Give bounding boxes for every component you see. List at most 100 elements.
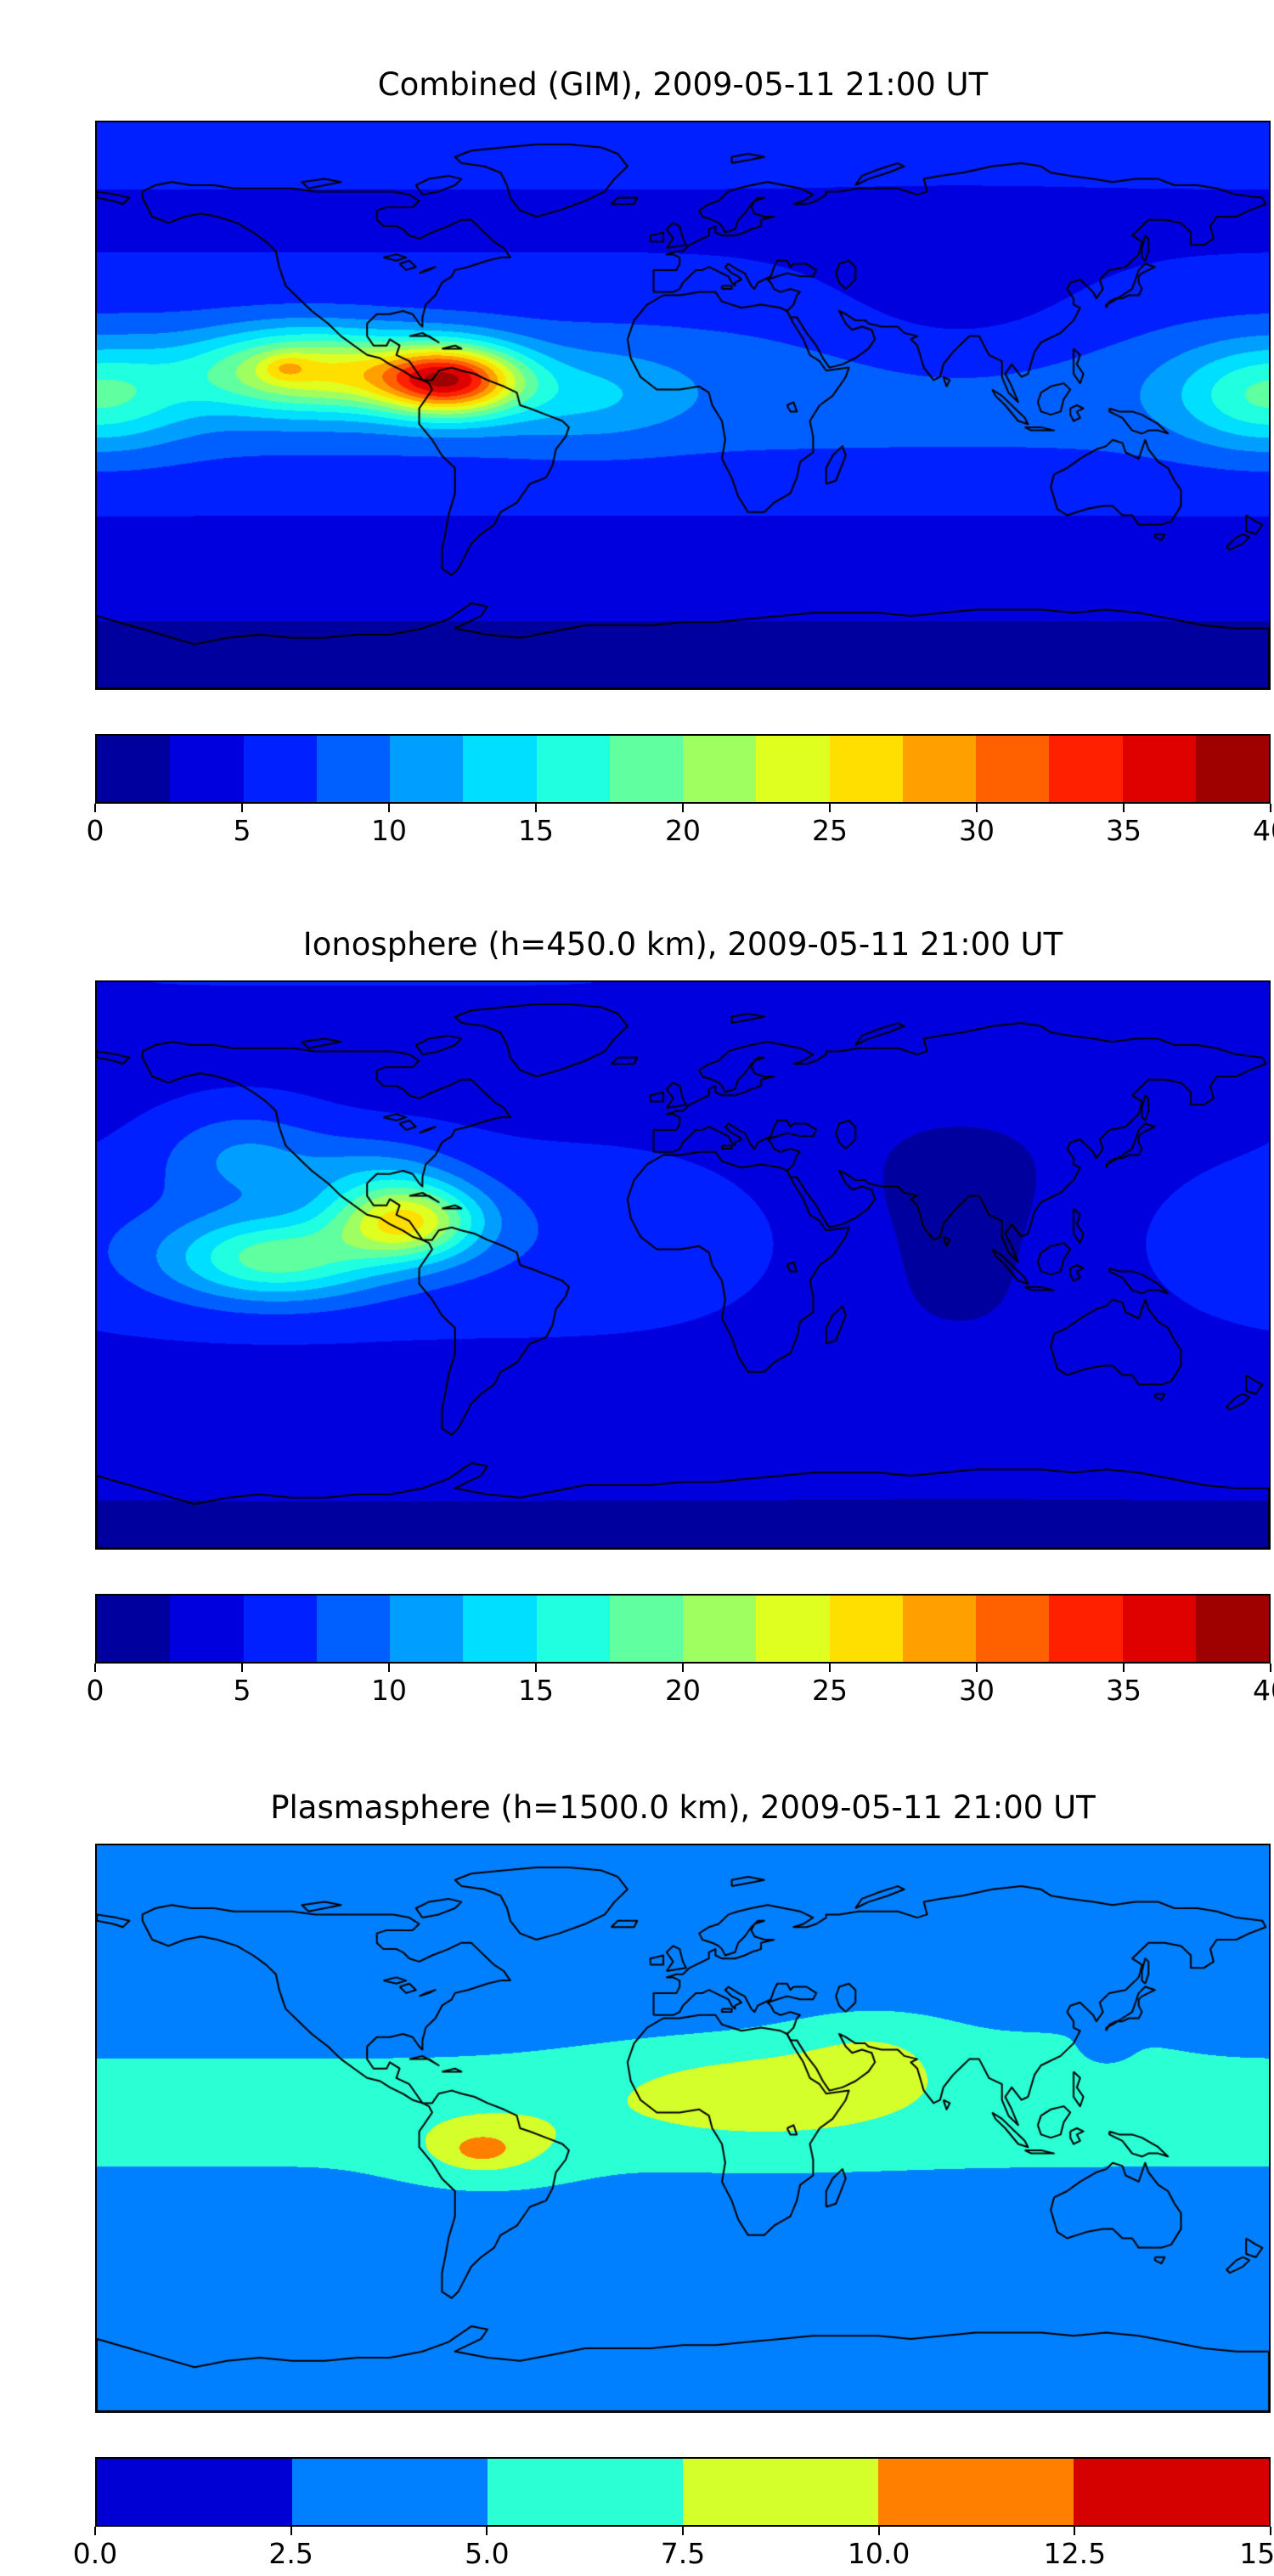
colorbar-tick (535, 804, 537, 812)
colorbar-tick (94, 2527, 96, 2535)
colorbar-segment (390, 1596, 464, 1662)
map-canvas-plasmasphere (97, 1845, 1269, 2411)
colorbar-segment (316, 1596, 390, 1662)
colorbar-segment (243, 736, 317, 802)
colorbar-tick (1270, 1664, 1271, 1672)
colorbar-tick-label: 40 (1253, 1674, 1274, 1707)
colorbar-segment (683, 1596, 757, 1662)
colorbar-segment (170, 1596, 244, 1662)
panel-title: Plasmasphere (h=1500.0 km), 2009-05-11 2… (270, 1789, 1096, 1826)
colorbar-tick-label: 35 (1106, 814, 1142, 847)
colorbar-tick-label: 0.0 (72, 2537, 118, 2570)
colorbar-tick-label: 10.0 (847, 2537, 910, 2570)
colorbar-segment (829, 1596, 903, 1662)
colorbar-combined: 0 5 10 15 20 25 30 35 40 (87, 734, 1274, 853)
colorbar-tick-label: 0 (86, 1674, 104, 1707)
colorbar-segment (756, 1596, 830, 1662)
colorbar-segment (1049, 1596, 1123, 1662)
colorbar-tick (1270, 804, 1271, 812)
colorbar-tick-label: 10 (371, 1674, 407, 1707)
colorbar-tick (388, 804, 390, 812)
colorbar-segment (536, 1596, 610, 1662)
colorbar-tick-label: 20 (665, 1674, 701, 1707)
colorbar-tick (829, 1664, 831, 1672)
colorbar-segment (1195, 1596, 1269, 1662)
colorbar-gradient (95, 2457, 1271, 2527)
map-plasmasphere (95, 1844, 1271, 2413)
colorbar-segment (316, 736, 390, 802)
colorbar-segment (536, 736, 610, 802)
colorbar-tick-label: 30 (959, 1674, 995, 1707)
colorbar-segment (97, 1596, 171, 1662)
panel-combined: Combined (GIM), 2009-05-11 21:00 UT 0 5 10… (87, 63, 1274, 853)
colorbar-segment (976, 1596, 1050, 1662)
colorbar-tick (1270, 2527, 1271, 2535)
colorbar-segment (1049, 736, 1123, 802)
colorbar-tick (682, 804, 684, 812)
colorbar-segment (463, 1596, 537, 1662)
colorbar-segment (609, 736, 683, 802)
colorbar-tick (682, 2527, 684, 2535)
colorbar-segment (292, 2459, 488, 2525)
panel-title: Ionosphere (h=450.0 km), 2009-05-11 21:0… (302, 926, 1063, 963)
colorbar-tick (976, 804, 978, 812)
panel-title: Combined (GIM), 2009-05-11 21:00 UT (377, 66, 989, 103)
colorbar-tick (486, 2527, 488, 2535)
colorbar-segment (170, 736, 244, 802)
colorbar-segment (97, 2459, 292, 2525)
colorbar-tick-label: 20 (665, 814, 701, 847)
colorbar-tick-label: 5 (233, 814, 251, 847)
colorbar-segment (390, 736, 464, 802)
colorbar-tick-label: 12.5 (1043, 2537, 1107, 2570)
colorbar-tick (94, 1664, 96, 1672)
colorbar-segment (683, 2459, 878, 2525)
colorbar-gradient (95, 734, 1271, 804)
colorbar-tick-label: 2.5 (268, 2537, 313, 2570)
colorbar-tick (241, 804, 243, 812)
colorbar-gradient (95, 1594, 1271, 1664)
colorbar-tick-label: 40 (1253, 814, 1274, 847)
colorbar-tick-label: 7.5 (660, 2537, 706, 2570)
colorbar-tick (877, 2527, 880, 2535)
colorbar-tick-label: 30 (959, 814, 995, 847)
colorbar-plasmasphere: 0.0 2.5 5.0 7.5 10.0 12.5 15.0 (73, 2457, 1274, 2576)
colorbar-segment (902, 736, 976, 802)
colorbar-tick-label: 5 (233, 1674, 251, 1707)
colorbar-tick (829, 804, 831, 812)
colorbar-segment (97, 736, 171, 802)
colorbar-tick-label: 15 (518, 814, 554, 847)
colorbar-segment (609, 1596, 683, 1662)
colorbar-tick-label: 0 (86, 814, 104, 847)
colorbar-tick (241, 1664, 243, 1672)
colorbar-tick (94, 804, 96, 812)
colorbar-tick (1123, 804, 1125, 812)
panel-ionosphere: Ionosphere (h=450.0 km), 2009-05-11 21:0… (87, 923, 1274, 1713)
colorbar-segment (878, 2459, 1074, 2525)
colorbar-segment (902, 1596, 976, 1662)
colorbar-segment (488, 2459, 683, 2525)
colorbar-tick (1074, 2527, 1076, 2535)
colorbar-tick-label: 25 (812, 814, 848, 847)
colorbar-tick-label: 25 (812, 1674, 848, 1707)
map-canvas-ionosphere (97, 982, 1269, 1548)
colorbar-tick-label: 15.0 (1239, 2537, 1274, 2570)
colorbar-segment (976, 736, 1050, 802)
map-combined (95, 121, 1271, 690)
colorbar-tick-label: 10 (371, 814, 407, 847)
colorbar-tick (290, 2527, 292, 2535)
map-canvas-combined (97, 122, 1269, 688)
colorbar-tick (682, 1664, 684, 1672)
colorbar-tick-label: 5.0 (465, 2537, 510, 2570)
colorbar-segment (463, 736, 537, 802)
colorbar-segment (1122, 1596, 1196, 1662)
colorbar-tick-label: 35 (1106, 1674, 1142, 1707)
colorbar-tick (1123, 1664, 1125, 1672)
colorbar-tick-label: 15 (518, 1674, 554, 1707)
colorbar-segment (1074, 2459, 1269, 2525)
colorbar-segment (1195, 736, 1269, 802)
colorbar-segment (829, 736, 903, 802)
map-ionosphere (95, 980, 1271, 1550)
colorbar-tick (976, 1664, 978, 1672)
colorbar-ionosphere: 0 5 10 15 20 25 30 35 40 (87, 1594, 1274, 1713)
panel-plasmasphere: Plasmasphere (h=1500.0 km), 2009-05-11 2… (73, 1786, 1274, 2576)
